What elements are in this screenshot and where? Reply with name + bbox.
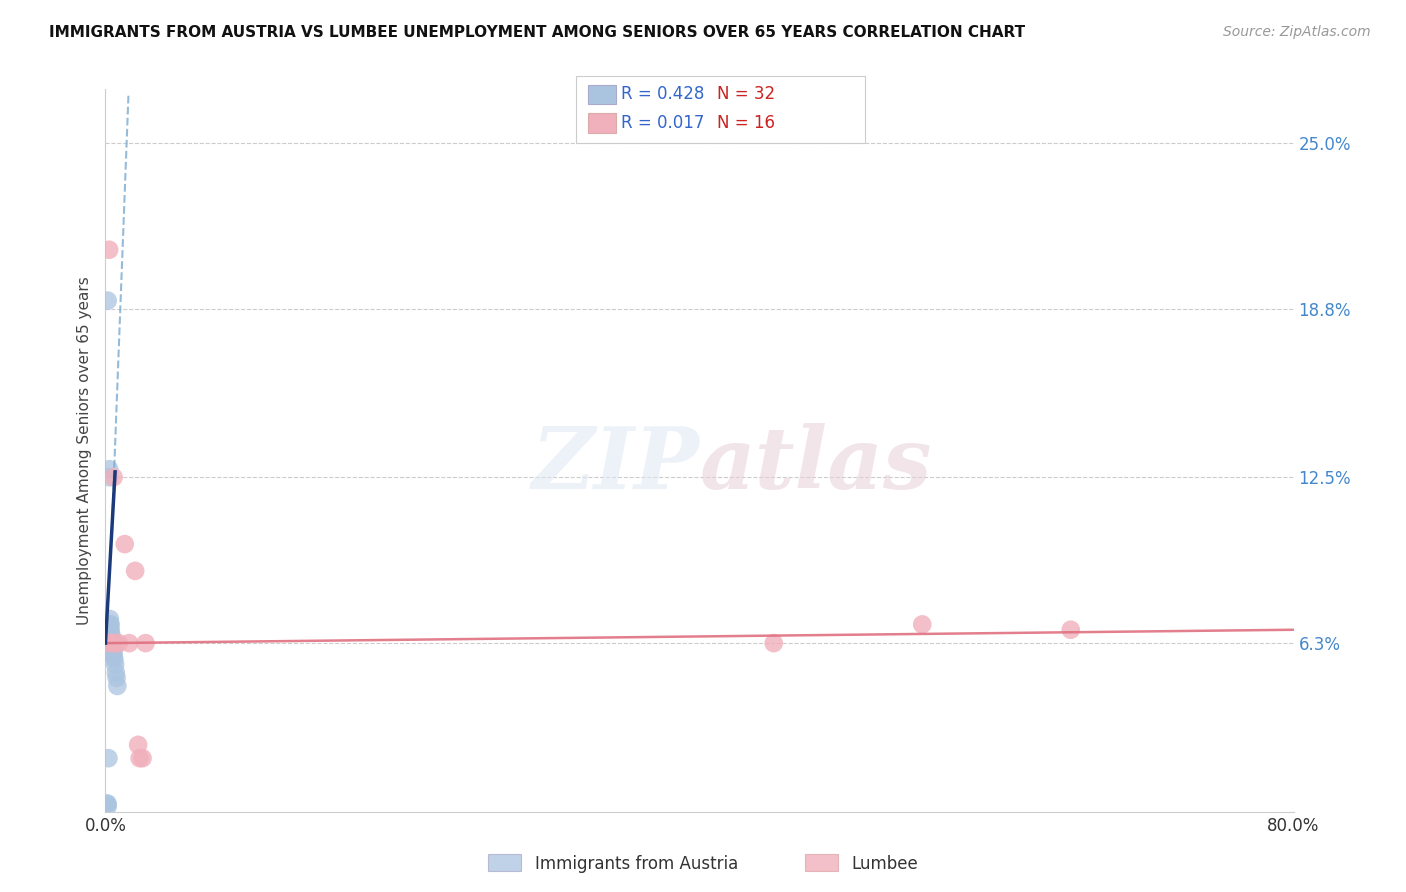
Point (135, 636, 157, 650)
Text: R = 0.428: R = 0.428 (621, 85, 704, 103)
Point (97, 797, 120, 811)
Point (100, 628, 122, 642)
Point (103, 649, 125, 664)
Point (101, 641, 124, 656)
Text: atlas: atlas (700, 423, 932, 507)
Point (100, 623, 122, 637)
Text: N = 16: N = 16 (717, 114, 775, 132)
Point (100, 636, 122, 650)
Point (1060, 623, 1083, 637)
Y-axis label: Unemployment Among Seniors over 65 years: Unemployment Among Seniors over 65 years (77, 277, 93, 624)
Legend: Immigrants from Austria, Lumbee: Immigrants from Austria, Lumbee (481, 847, 925, 880)
Point (97, 631, 120, 645)
Point (105, 679, 128, 693)
Point (98, 470, 121, 484)
Point (128, 751, 150, 765)
Text: R = 0.017   N = 16: R = 0.017 N = 16 (612, 114, 769, 132)
Point (911, 617, 934, 632)
Point (97, 751, 120, 765)
Point (101, 633, 124, 648)
Point (100, 639, 122, 653)
Point (103, 644, 125, 658)
Legend: , : , (599, 83, 658, 150)
Point (98, 631, 121, 645)
Point (100, 633, 122, 648)
Point (98, 462, 121, 476)
Text: R = 0.428   N = 32: R = 0.428 N = 32 (612, 85, 769, 103)
Point (103, 652, 125, 666)
Point (762, 636, 785, 650)
Point (104, 636, 127, 650)
Text: N = 32: N = 32 (717, 85, 775, 103)
Point (97, 799, 120, 814)
Point (97, 639, 120, 653)
Point (97, 293, 120, 308)
Point (98, 617, 121, 632)
Point (100, 617, 122, 632)
Text: R = 0.017: R = 0.017 (621, 114, 704, 132)
Point (98, 612, 121, 626)
Point (100, 628, 122, 642)
Point (98, 623, 121, 637)
Point (101, 644, 124, 658)
Point (98, 243, 121, 257)
Text: Source: ZipAtlas.com: Source: ZipAtlas.com (1223, 25, 1371, 39)
Point (124, 564, 146, 578)
Point (127, 738, 149, 752)
Point (103, 470, 125, 484)
Point (118, 636, 141, 650)
Point (131, 751, 153, 765)
Point (96, 797, 118, 811)
Point (100, 636, 122, 650)
Point (105, 671, 128, 685)
Point (104, 665, 127, 680)
Point (108, 636, 131, 650)
Point (101, 647, 124, 661)
Point (104, 657, 127, 672)
Text: IMMIGRANTS FROM AUSTRIA VS LUMBEE UNEMPLOYMENT AMONG SENIORS OVER 65 YEARS CORRE: IMMIGRANTS FROM AUSTRIA VS LUMBEE UNEMPL… (49, 25, 1025, 40)
Text: ZIP: ZIP (531, 423, 700, 507)
Point (100, 633, 122, 648)
Point (114, 537, 136, 551)
Point (101, 639, 124, 653)
